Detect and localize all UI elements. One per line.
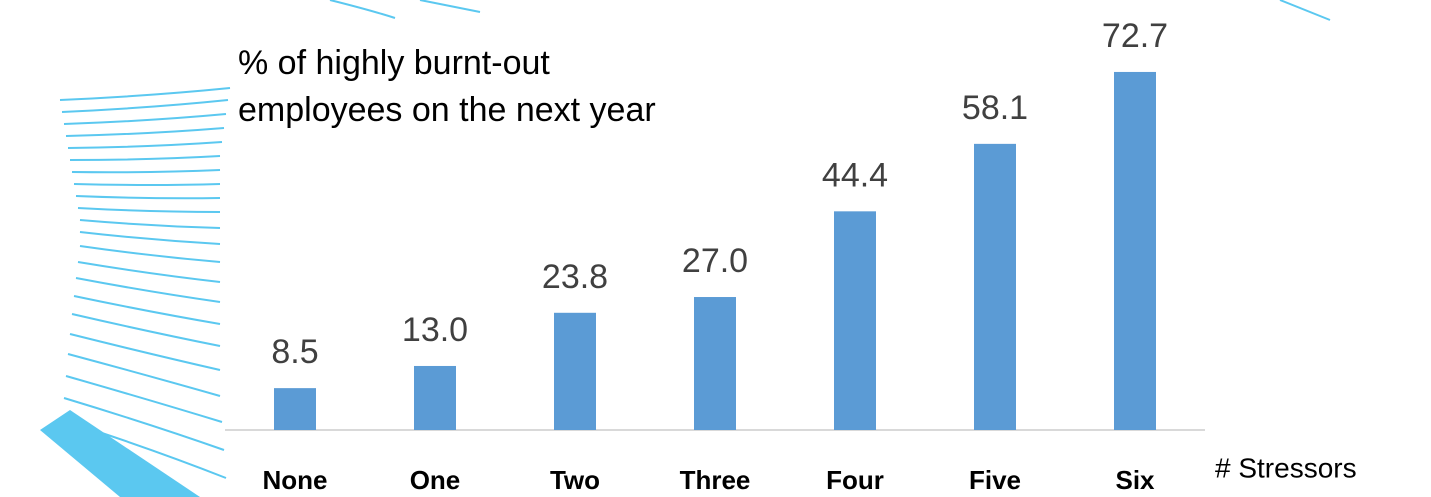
x-tick-label: Three [680, 465, 751, 495]
page: {"chart_data": {"type": "bar", "title": … [0, 0, 1431, 497]
bar [274, 388, 316, 430]
value-label: 27.0 [682, 242, 748, 280]
bar [974, 144, 1016, 430]
bar [834, 211, 876, 430]
value-label: 72.7 [1102, 17, 1168, 55]
chart: # Stressors 8.5 None 13.0 One 23.8 Two 27.0 Thr… [0, 0, 1431, 497]
x-tick-label: One [410, 465, 461, 495]
bar [554, 313, 596, 430]
bar [1114, 72, 1156, 430]
x-tick-label: Five [969, 465, 1021, 495]
value-label: 58.1 [962, 89, 1028, 127]
value-label: 13.0 [402, 311, 468, 349]
x-tick-label: Four [826, 465, 884, 495]
x-tick-label: None [263, 465, 328, 495]
x-tick-label: Six [1115, 465, 1155, 495]
bar [414, 366, 456, 430]
x-tick-label: Two [550, 465, 600, 495]
background-wedge [40, 410, 200, 497]
x-axis-label: # Stressors [1215, 452, 1357, 483]
bar [694, 297, 736, 430]
chart-title: % of highly burnt-out employees on the n… [238, 40, 668, 134]
value-label: 44.4 [822, 156, 888, 194]
value-label: 8.5 [271, 333, 318, 371]
value-label: 23.8 [542, 258, 608, 296]
